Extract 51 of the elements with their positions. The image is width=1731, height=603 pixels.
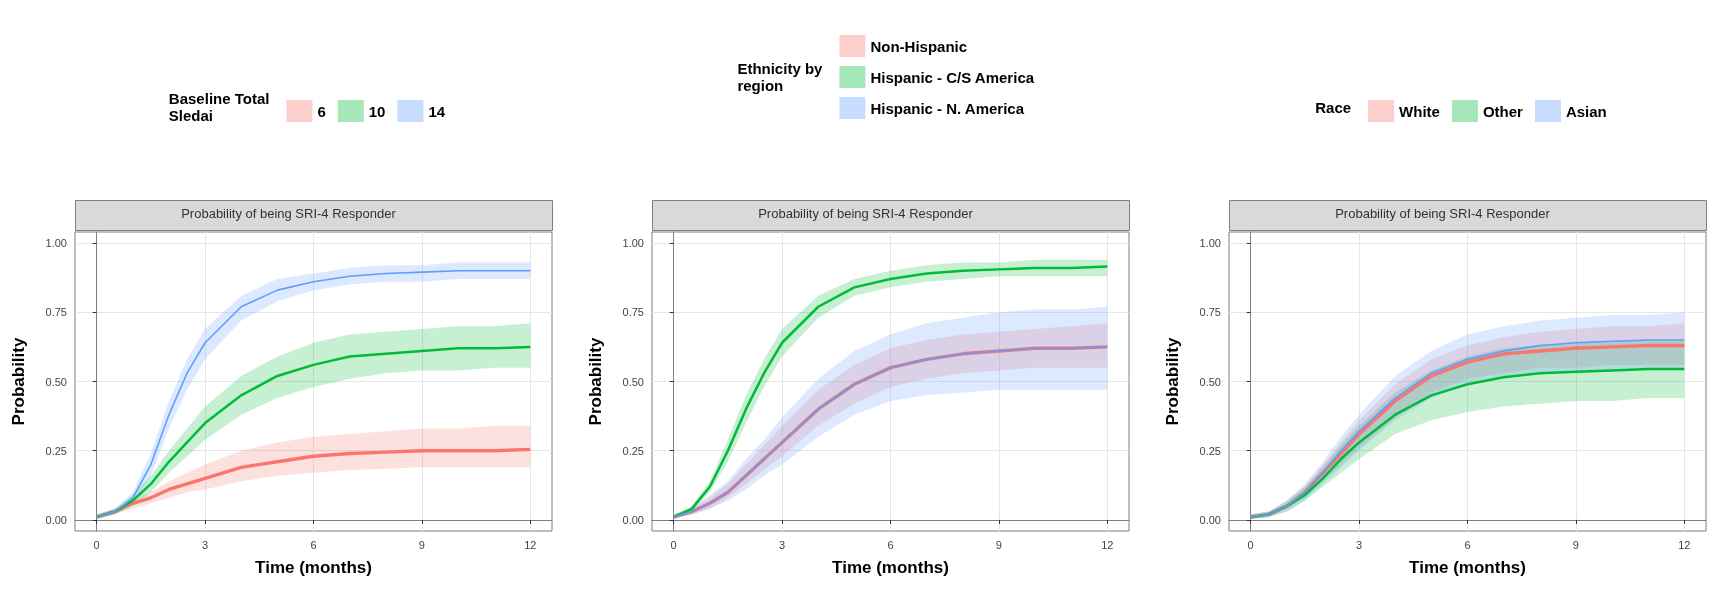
y-tick-label: 0.00 bbox=[1199, 513, 1221, 526]
y-tick-label: 0.25 bbox=[622, 444, 644, 457]
chart-title: Probability of being SRI-4 Responder bbox=[1335, 206, 1551, 221]
y-tick-label: 0.50 bbox=[622, 375, 644, 388]
x-tick-label: 3 bbox=[1356, 538, 1363, 551]
legend-label: 10 bbox=[368, 102, 386, 120]
y-tick-label: 0.25 bbox=[1199, 444, 1221, 457]
x-tick-label: 0 bbox=[93, 538, 100, 551]
x-axis-title: Time (months) bbox=[832, 558, 949, 577]
legend-label: Asian bbox=[1565, 102, 1607, 120]
legend-title: Baseline Total Sledai bbox=[168, 90, 270, 124]
y-axis-title: Probability bbox=[586, 337, 605, 426]
chart-title: Probability of being SRI-4 Responder bbox=[181, 206, 397, 221]
y-tick-label: 1.00 bbox=[622, 237, 644, 250]
x-tick-label: 3 bbox=[779, 538, 786, 551]
y-tick-label: 1.00 bbox=[1199, 237, 1221, 250]
legend-label: Non-Hispanic bbox=[870, 37, 968, 55]
x-tick-label: 9 bbox=[418, 538, 425, 551]
legend-label: Hispanic - C/S America bbox=[870, 68, 1035, 86]
x-tick-label: 0 bbox=[670, 538, 677, 551]
y-tick-label: 0.75 bbox=[1199, 306, 1221, 319]
y-tick-label: 0.75 bbox=[45, 306, 67, 319]
x-axis-title: Time (months) bbox=[1409, 558, 1526, 577]
x-tick-label: 0 bbox=[1247, 538, 1254, 551]
y-tick-label: 0.75 bbox=[622, 306, 644, 319]
y-axis-title: Probability bbox=[9, 337, 28, 426]
y-tick-label: 0.00 bbox=[622, 513, 644, 526]
x-tick-label: 6 bbox=[310, 538, 317, 551]
y-tick-label: 0.50 bbox=[1199, 375, 1221, 388]
chart-title: Probability of being SRI-4 Responder bbox=[758, 206, 974, 221]
y-axis-title: Probability bbox=[1163, 337, 1182, 426]
legend-title: Ethnicity by region bbox=[737, 59, 824, 94]
y-tick-label: 0.50 bbox=[45, 375, 67, 388]
y-tick-label: 0.25 bbox=[45, 444, 67, 457]
y-tick-label: 0.00 bbox=[45, 513, 67, 526]
x-tick-label: 6 bbox=[1464, 538, 1471, 551]
legend-label: Other bbox=[1482, 102, 1524, 120]
x-tick-label: 12 bbox=[524, 538, 537, 551]
y-tick-label: 1.00 bbox=[45, 237, 67, 250]
legend-label: 14 bbox=[428, 102, 446, 120]
x-tick-label: 6 bbox=[887, 538, 894, 551]
legend-title: Race bbox=[1315, 98, 1352, 116]
x-tick-label: 12 bbox=[1678, 538, 1691, 551]
legend-label: White bbox=[1399, 102, 1440, 120]
x-tick-label: 9 bbox=[995, 538, 1002, 551]
x-tick-label: 9 bbox=[1572, 538, 1579, 551]
x-tick-label: 3 bbox=[202, 538, 209, 551]
legend-label: 6 bbox=[317, 102, 326, 120]
x-axis-title: Time (months) bbox=[255, 558, 372, 577]
legend-label: Hispanic - N. America bbox=[870, 99, 1025, 117]
x-tick-label: 12 bbox=[1101, 538, 1114, 551]
